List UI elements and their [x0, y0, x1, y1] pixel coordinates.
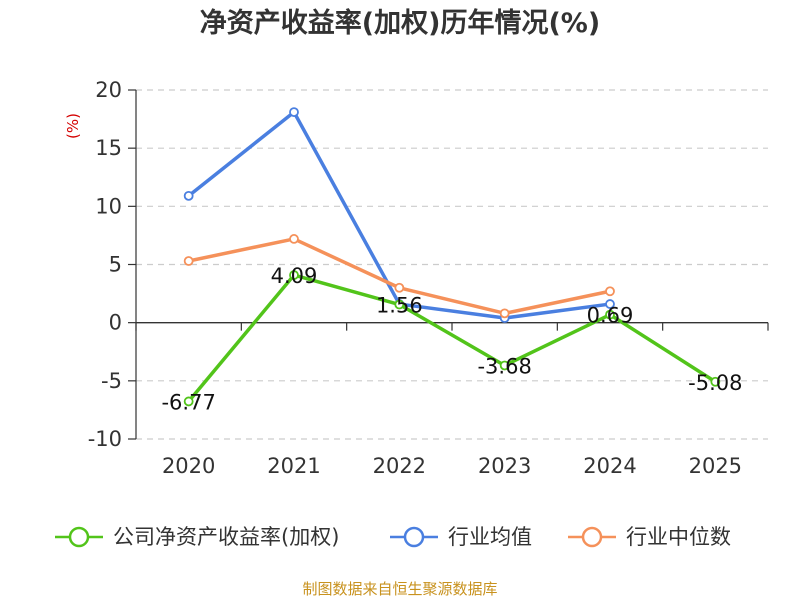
data-point	[499, 308, 510, 319]
data-point	[710, 376, 721, 387]
series-layer	[183, 107, 721, 407]
y-tick-label: 10	[95, 194, 122, 218]
legend-marker	[403, 526, 425, 548]
x-tick-label: 2021	[267, 454, 320, 478]
legend-label[interactable]: 行业均值	[448, 525, 532, 549]
legend-label[interactable]: 公司净资产收益率(加权)	[113, 525, 339, 549]
data-point	[289, 270, 299, 280]
legend-label[interactable]: 行业中位数	[626, 525, 731, 549]
data-point	[394, 299, 405, 310]
data-point	[183, 190, 194, 201]
data-point	[183, 396, 194, 407]
y-tick-label: 20	[95, 78, 122, 102]
y-tick-label: 0	[109, 311, 122, 335]
data-label: 0.69	[587, 304, 634, 328]
x-tick-label: 2020	[162, 454, 215, 478]
x-tick-label: 2023	[478, 454, 531, 478]
data-point	[499, 360, 510, 371]
data-labels: -6.77 4.09 1.56 -3.68 0.69 -5.08	[161, 264, 742, 414]
data-label: -5.08	[688, 371, 742, 395]
y-axis-label: (%)	[64, 113, 82, 139]
source-note: 制图数据来自恒生聚源数据库	[302, 580, 497, 598]
x-tick-label: 2022	[373, 454, 426, 478]
legend[interactable]: 公司净资产收益率(加权) 行业均值 行业中位数	[55, 525, 731, 549]
x-tick-label: 2024	[583, 454, 636, 478]
data-point	[605, 299, 615, 309]
y-tick-label: -5	[101, 369, 122, 393]
y-tick-label: 5	[109, 253, 122, 277]
data-point	[605, 309, 615, 320]
data-point	[605, 286, 615, 297]
x-tick-label: 2025	[689, 454, 742, 478]
data-label: -6.77	[161, 390, 215, 414]
data-point	[183, 256, 194, 266]
series-line	[186, 273, 718, 404]
gridlines	[136, 89, 768, 440]
y-tick-label: 15	[95, 136, 122, 160]
chart-title: 净资产收益率(加权)历年情况(%)	[200, 7, 600, 39]
data-label: 1.56	[376, 294, 423, 318]
data-point	[394, 282, 405, 293]
data-point	[289, 234, 299, 244]
data-label: -3.68	[477, 354, 531, 378]
legend-marker	[68, 526, 90, 548]
legend-marker	[581, 526, 603, 548]
data-point	[289, 107, 299, 118]
y-tick-label: -10	[88, 427, 122, 451]
data-label: 4.09	[271, 264, 318, 288]
